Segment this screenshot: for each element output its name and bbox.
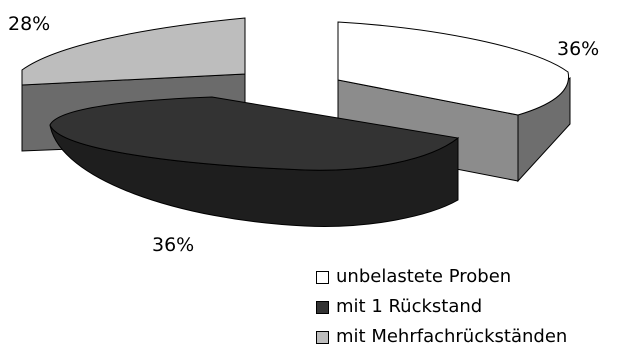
pct-label-mit-1-rueckstand: 36%: [152, 234, 194, 256]
legend-label-unbelastete-proben: unbelastete Proben: [336, 266, 512, 287]
slice-top-mit-1-rueckstand: [49, 96, 460, 171]
slice-unbelastete-proben: [337, 21, 571, 183]
slice-top-unbelastete-proben: [337, 21, 570, 116]
legend-item-mit-1-rueckstand: mit 1 Rückstand: [316, 292, 567, 322]
legend-label-mit-1-rueckstand: mit 1 Rückstand: [336, 296, 483, 317]
legend-label-mit-mehrfachrueckstaenden: mit Mehrfachrückständen: [336, 326, 568, 347]
pct-label-unbelastete-proben: 36%: [557, 38, 599, 60]
legend-item-unbelastete-proben: unbelastete Proben: [316, 262, 567, 292]
legend-swatch-mit-1-rueckstand: [316, 300, 329, 314]
legend-item-mit-mehrfachrueckstaenden: mit Mehrfachrückständen: [316, 322, 567, 352]
legend-swatch-unbelastete-proben: [316, 270, 329, 284]
legend: unbelastete Proben mit 1 Rückstand mit M…: [316, 262, 567, 352]
slice-top-mit-mehrfachrueckstaenden: [21, 17, 246, 86]
pct-label-mit-mehrfachrueckstaenden: 28%: [8, 13, 50, 35]
slice-mit-1-rueckstand: [49, 96, 460, 227]
legend-swatch-mit-mehrfachrueckstaenden: [316, 330, 329, 344]
